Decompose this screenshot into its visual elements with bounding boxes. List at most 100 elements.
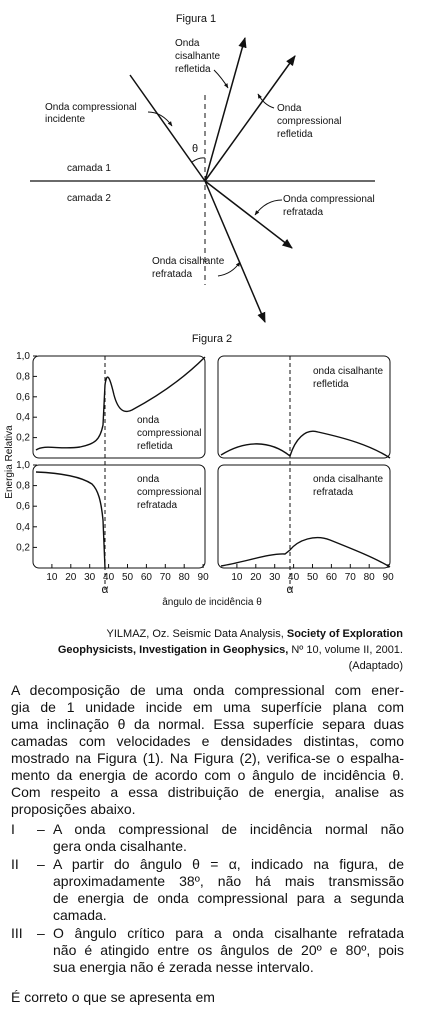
x-tick-label: 80 <box>179 572 191 583</box>
x-tick-label: 80 <box>364 572 376 583</box>
paragraph-line: proposições abaixo. <box>11 801 136 817</box>
item-label: III <box>11 925 23 941</box>
wave-label: Onda <box>175 38 200 49</box>
citation-line: Geophysicists, Investigation in Geophysi… <box>58 644 403 656</box>
panel-label: refletida <box>137 441 173 452</box>
x-tick-label: 30 <box>269 572 281 583</box>
incident-ray <box>129 74 206 182</box>
item-line: não é atingido entre os ângulos de 20º e… <box>53 942 404 958</box>
wave-label: Onda compressional <box>283 194 375 205</box>
curve <box>35 471 106 569</box>
leader <box>254 199 283 216</box>
y-tick-label: 0,8 <box>16 481 30 492</box>
paragraph-line: A decomposição de uma onda compressional… <box>11 682 404 698</box>
panel <box>32 464 206 569</box>
y-tick-label: 0,8 <box>16 371 30 382</box>
figure-title: Figura 1 <box>176 13 216 25</box>
x-tick-label: 20 <box>250 572 262 583</box>
x-tick-label: 30 <box>84 572 96 583</box>
figure-2 <box>32 355 391 590</box>
panel <box>217 464 391 569</box>
panel-label: onda <box>137 415 160 426</box>
item-line: de energia de onda compressional para a … <box>53 890 404 906</box>
y-tick-label: 0,2 <box>16 433 30 444</box>
wave-label: refletida <box>175 64 211 75</box>
ray <box>204 180 293 249</box>
x-tick-label: 50 <box>307 572 319 583</box>
x-tick-label: 90 <box>198 572 210 583</box>
citation-line: (Adaptado) <box>349 660 403 672</box>
alpha-label: α <box>102 582 109 596</box>
leader <box>217 261 241 277</box>
y-tick-label: 0,6 <box>16 501 30 512</box>
citation-text: Nº 10, volume II, 2001. <box>288 644 403 656</box>
panel-label: onda cisalhante <box>313 474 383 485</box>
x-tick-label: 90 <box>383 572 395 583</box>
y-tick-label: 0,6 <box>16 392 30 403</box>
x-tick-label: 40 <box>288 572 300 583</box>
paragraph-line: camadas com velocidades e densidades dis… <box>11 733 404 749</box>
citation-line: YILMAZ, Oz. Seismic Data Analysis, Socie… <box>107 628 403 640</box>
ray <box>204 180 266 323</box>
panel-label: refratada <box>313 487 353 498</box>
item-dash: – <box>37 821 45 837</box>
y-tick-label: 0,2 <box>16 542 30 553</box>
paragraph-line: Com respeito a essa distribuição de ener… <box>11 784 404 800</box>
curve <box>220 430 391 459</box>
paragraph-line: gia de 1 unidade incide em uma superfíci… <box>11 699 404 715</box>
citation-text: Geophysicists, Investigation in Geophysi… <box>57 644 289 656</box>
wave-label: incidente <box>45 114 85 125</box>
paragraph-line: mento da energia de acordo com o ângulo … <box>11 767 404 783</box>
item-line: aproximadamente 38º, não há mais transmi… <box>53 873 404 889</box>
panel-label: compressional <box>137 487 201 498</box>
figure-title: Figura 2 <box>192 333 232 345</box>
panel-label: refletida <box>313 379 349 390</box>
wave-label: Onda compressional <box>45 102 137 113</box>
x-tick-label: 70 <box>160 572 172 583</box>
item-dash: – <box>37 925 45 941</box>
panel-label: refratada <box>137 500 177 511</box>
citation-text: YILMAZ, Oz. Seismic Data Analysis, <box>106 628 287 640</box>
x-tick-label: 50 <box>122 572 134 583</box>
wave-label: cisalhante <box>175 51 220 62</box>
wave-label: Onda cisalhante <box>152 256 225 267</box>
y-axis-label: Energia Relativa <box>4 425 15 499</box>
wave-label: refletida <box>277 129 313 140</box>
panel-label: onda <box>137 474 160 485</box>
x-tick-label: 10 <box>46 572 58 583</box>
figure-1 <box>30 36 375 323</box>
wave-label: compressional <box>277 116 341 127</box>
alpha-label: α <box>287 582 294 596</box>
ray <box>204 55 296 182</box>
x-tick-label: 60 <box>141 572 153 583</box>
item-line: gera onda cisalhante. <box>53 838 187 854</box>
item-dash: – <box>37 856 45 872</box>
item-line: O ângulo crítico para a onda cisalhante … <box>53 925 404 941</box>
item-line: A partir do ângulo θ = α, indicado na fi… <box>53 856 404 872</box>
x-tick-label: 70 <box>345 572 357 583</box>
panel <box>32 355 206 459</box>
curve <box>35 356 206 451</box>
paragraph-line: uma inclinação θ da normal. Essa superfí… <box>11 716 404 732</box>
leader <box>257 93 275 109</box>
wave-label: Onda <box>277 103 302 114</box>
y-tick-label: 1,0 <box>16 460 30 471</box>
citation-text: Society of Exploration <box>286 628 403 640</box>
item-label: I <box>11 821 15 837</box>
wave-label: refratada <box>152 269 192 280</box>
layer-label: camada 2 <box>67 193 111 204</box>
x-tick-label: 40 <box>103 572 115 583</box>
item-line: A onda compressional de incidência norma… <box>53 821 404 837</box>
angle-arc <box>191 157 206 163</box>
leader <box>213 69 229 89</box>
question: É correto o que se apresenta em <box>11 989 215 1005</box>
item-label: II <box>11 856 19 872</box>
wave-label: refratada <box>283 207 323 218</box>
panel <box>217 355 391 459</box>
paragraph-line: mostrado na Figura (1). Na Figura (2), v… <box>11 750 404 766</box>
panel-label: onda cisalhante <box>313 366 383 377</box>
ray <box>204 36 247 182</box>
leader <box>147 111 173 127</box>
y-tick-label: 0,4 <box>16 522 30 533</box>
